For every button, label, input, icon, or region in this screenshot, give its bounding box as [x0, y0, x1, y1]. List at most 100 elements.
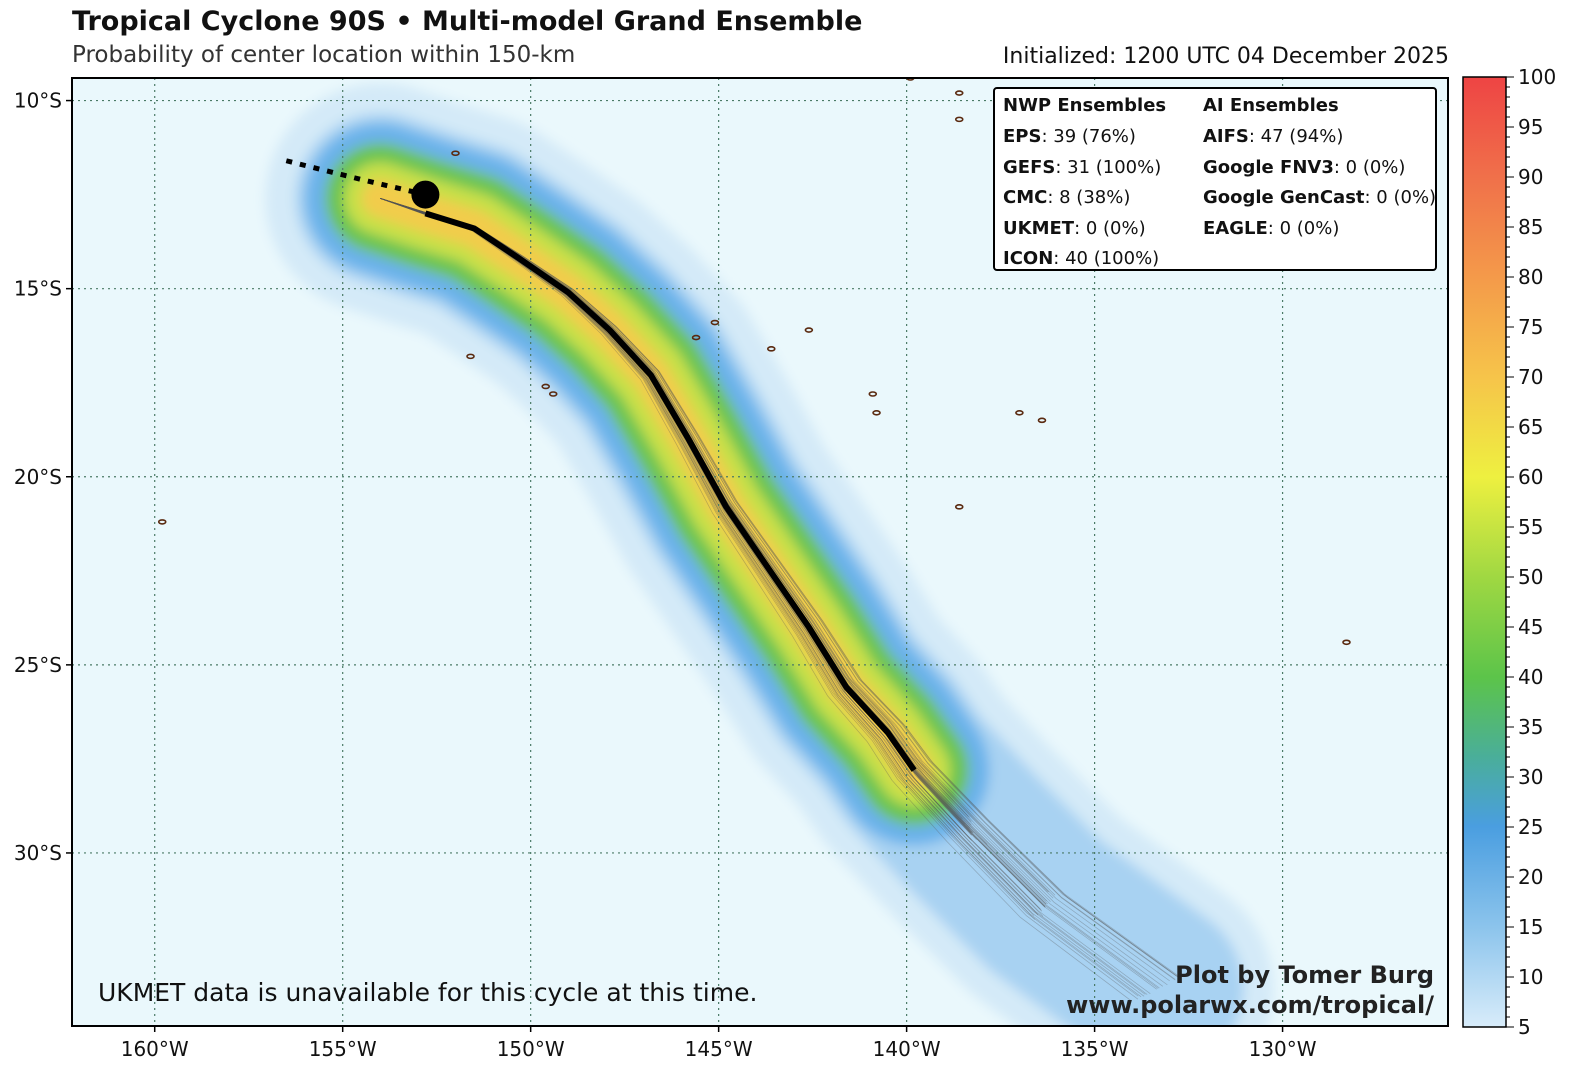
colorbar-label: 95 [1518, 115, 1543, 139]
colorbar-label: 15 [1518, 915, 1543, 939]
island [804, 327, 814, 333]
model-name: GEFS [1003, 156, 1056, 178]
colorbar-label: 60 [1518, 465, 1543, 489]
island [541, 383, 551, 390]
island [954, 90, 964, 96]
model-count: : 39 (76%) [1041, 126, 1136, 147]
lon-tick-label: 160°W [121, 1037, 189, 1061]
colorbar-label: 45 [1518, 615, 1543, 639]
lon-tick-label: 155°W [309, 1037, 377, 1061]
longitude-axis: 160°W 155°W 150°W 145°W 140°W 135°W 130°W [121, 1026, 1317, 1061]
island [1342, 639, 1351, 646]
model-count: : 47 (94%) [1248, 126, 1344, 147]
model-name: CMC [1003, 187, 1048, 209]
colorbar-label: 85 [1518, 215, 1543, 239]
lat-tick-label: 30°S [14, 841, 62, 865]
island [157, 519, 167, 525]
model-count: : 0 (0%) [1074, 217, 1146, 239]
nwp-ensembles-title: NWP Ensembles [1003, 95, 1167, 116]
member-track [380, 198, 1132, 1002]
chart-subtitle: Probability of center location within 15… [72, 42, 576, 68]
lon-tick-label: 150°W [497, 1037, 565, 1061]
legend-entry: EPS: 39 (76%) [1003, 122, 1166, 153]
lon-tick-label: 145°W [685, 1037, 753, 1061]
colorbar-label: 25 [1518, 815, 1543, 839]
colorbar-label: 65 [1518, 415, 1543, 439]
plot-credit: Plot by Tomer Burg www.polarwx.com/tropi… [1066, 960, 1434, 1020]
model-name: AIFS [1203, 126, 1249, 147]
member-track [380, 198, 1139, 1000]
legend-entry: GEFS: 31 (100%) [1003, 153, 1166, 184]
island-coastlines [157, 78, 1351, 646]
island [1037, 417, 1047, 424]
member-track [380, 198, 1178, 977]
colorbar-label: 5 [1518, 1015, 1531, 1039]
colorbar-label: 75 [1518, 315, 1543, 339]
model-count: : 0 (0%) [1267, 217, 1340, 239]
island [868, 391, 878, 397]
legend-entry: AIFS: 47 (94%) [1203, 122, 1436, 153]
island [766, 346, 776, 352]
lon-tick-label: 140°W [873, 1037, 941, 1061]
ai-ensembles-title: AI Ensembles [1203, 95, 1339, 116]
colorbar-label: 20 [1518, 865, 1543, 889]
island [466, 353, 475, 360]
island [548, 391, 558, 397]
nwp-ensembles-column: NWP Ensembles EPS: 39 (76%) GEFS: 31 (10… [1003, 95, 1166, 275]
island [710, 319, 720, 326]
map-frame [71, 77, 1449, 1027]
colorbar-bar [1462, 76, 1507, 1028]
colorbar-label: 90 [1518, 165, 1543, 189]
member-track [380, 198, 1177, 977]
ensemble-mean-track [424, 210, 917, 772]
model-count: : 8 (38%) [1047, 187, 1131, 209]
lat-tick-label: 20°S [14, 465, 62, 489]
island [451, 150, 460, 157]
island [954, 116, 964, 123]
member-track [380, 198, 1182, 980]
model-name: EAGLE [1203, 217, 1268, 239]
lat-tick-label: 15°S [14, 277, 62, 301]
chart-title: Tropical Cyclone 90S • Multi-model Grand… [72, 6, 863, 37]
colorbar-ticks: 100 95 90 85 80 75 70 65 60 55 50 45 40 35 30 25 20 15 10 5 [1506, 65, 1556, 1039]
ai-ensembles-column: AI Ensembles AIFS: 47 (94%) Google FNV3:… [1203, 95, 1436, 244]
colorbar-label: 100 [1518, 65, 1556, 89]
model-name: Google FNV3 [1203, 156, 1334, 178]
legend-entry: UKMET: 0 (0%) [1003, 214, 1166, 245]
colorbar-label: 35 [1518, 715, 1543, 739]
credit-url[interactable]: www.polarwx.com/tropical/ [1066, 991, 1434, 1019]
island [872, 410, 881, 416]
lon-tick-label: 130°W [1249, 1037, 1317, 1061]
island [691, 334, 701, 341]
model-count: : 40 (100%) [1053, 248, 1160, 270]
island [954, 504, 964, 510]
lat-tick-label: 10°S [14, 89, 62, 113]
ukmet-unavailable-note: UKMET data is unavailable for this cycle… [98, 978, 758, 1007]
credit-author: Plot by Tomer Burg [1175, 961, 1434, 989]
colorbar-label: 70 [1518, 365, 1543, 389]
model-name: UKMET [1003, 217, 1075, 239]
colorbar-label: 30 [1518, 765, 1543, 789]
legend-entry: Google FNV3: 0 (0%) [1203, 153, 1436, 184]
colorbar-label: 40 [1518, 665, 1543, 689]
colorbar-label: 50 [1518, 565, 1543, 589]
latitude-axis: 10°S 15°S 20°S 25°S 30°S [14, 89, 72, 865]
member-track [380, 198, 1179, 977]
model-name: EPS [1003, 126, 1042, 147]
island [1015, 410, 1024, 416]
model-name: Google GenCast [1203, 187, 1365, 209]
model-name: ICON [1003, 248, 1054, 270]
lat-tick-label: 25°S [14, 653, 62, 677]
legend-entry: ICON: 40 (100%) [1003, 244, 1166, 275]
ensemble-legend: NWP Ensembles EPS: 39 (76%) GEFS: 31 (10… [993, 87, 1437, 271]
model-count: : 0 (0%) [1364, 187, 1437, 209]
model-count: : 31 (100%) [1055, 156, 1162, 178]
island [906, 78, 915, 81]
gridlines [72, 78, 1448, 1026]
colorbar-label: 10 [1518, 965, 1543, 989]
lon-tick-label: 135°W [1061, 1037, 1129, 1061]
colorbar: 100 95 90 85 80 75 70 65 60 55 50 45 40 35 30 25 20 15 10 5 [1462, 65, 1556, 1039]
initialized-time: Initialized: 1200 UTC 04 December 2025 [1002, 44, 1449, 69]
legend-entry: EAGLE: 0 (0%) [1203, 214, 1436, 245]
legend-entry: Google GenCast: 0 (0%) [1203, 183, 1436, 214]
